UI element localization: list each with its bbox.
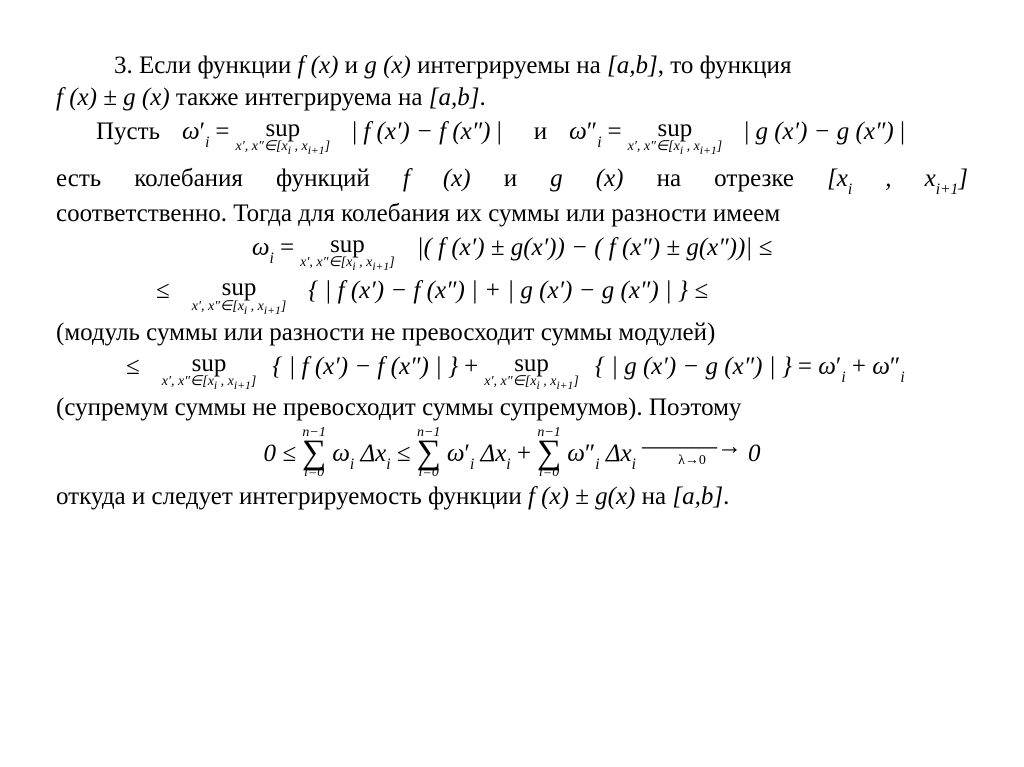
math-f: f (x) (403, 165, 471, 192)
math-fg: f (x) ± g (x) (56, 84, 170, 111)
text: на отрезке (657, 165, 827, 192)
sup-block-2: sup x′, x″∈[xi , xi+1] (628, 116, 723, 157)
text: на (642, 483, 673, 510)
text: (модуль суммы или разности не превосходи… (56, 319, 715, 346)
dot: . (479, 84, 485, 111)
sup-block: sup x′, x″∈[xi , xi+1] (192, 275, 287, 316)
eq-b-body: { | f (x′) − f (x″) | + | g (x′) − g (x″… (308, 275, 708, 305)
text: (супремум суммы не превосходит суммы суп… (56, 394, 741, 421)
abs-expr-1: | f (x′) − f (x″) | (352, 116, 502, 146)
interval-ab: [a,b] (607, 52, 658, 79)
and-word: и (534, 116, 547, 146)
equation-let: Пусть ω′i = sup x′, x″∈[xi , xi+1] | f (… (56, 116, 968, 157)
arrow-limit: ———→ λ→0 (642, 426, 742, 467)
text: и (504, 165, 550, 192)
paragraph-8: откуда и следует интегрируемость функции… (56, 481, 968, 513)
sum-block-2: n−1 ∑ i=0 (417, 426, 441, 479)
omega-i: ωi = (252, 232, 294, 265)
equals: = (608, 116, 622, 146)
equation-a: ωi = sup x′, x″∈[xi , xi+1] |( f (x′) ± … (56, 232, 968, 273)
text: соответственно. Тогда для колебания их с… (56, 200, 780, 227)
sup-word: sup (658, 115, 693, 142)
text: откуда и следует интегрируемость функции (56, 483, 528, 510)
sup-word: sup (265, 115, 300, 142)
plus-sign: + (464, 351, 478, 381)
paragraph-1: 3. Если функции f (x) и g (x) интегрируе… (56, 50, 968, 82)
paragraph-1b: f (x) ± g (x) также интегрируема на [a,b… (56, 82, 968, 114)
le-sign: ≤ (156, 275, 170, 305)
paragraph-6: (модуль суммы или разности не превосходи… (56, 317, 968, 349)
math-fg: f (x) ± g(x) (528, 483, 635, 510)
math-g: g (x) (364, 52, 411, 79)
math-g: g (x) (550, 165, 623, 192)
term-3: ω″i Δxi (567, 426, 636, 471)
interval-xi: [xi , xi+1] (827, 165, 968, 192)
text: интегрируемы на (417, 52, 607, 79)
let-word: Пусть (96, 116, 160, 146)
paragraph-5: соответственно. Тогда для колебания их с… (56, 198, 968, 230)
sum-block-1: n−1 ∑ i=0 (302, 426, 326, 479)
term-2: ω′i Δxi + (447, 426, 531, 471)
sup-under: x′, x″∈[xi , xi+1] (628, 140, 723, 157)
zero-le: 0 ≤ (264, 426, 296, 468)
text: , то функция (658, 52, 792, 79)
paragraph-4: есть колебания функций f (x) и g (x) на … (56, 163, 968, 198)
equation-b: ≤ sup x′, x″∈[xi , xi+1] { | f (x′) − f … (56, 275, 968, 316)
equation-c: ≤ sup x′, x″∈[xi , xi+1] { | f (x′) − f … (56, 351, 968, 392)
omega-prime-i: ω′i (182, 116, 209, 149)
paragraph-7: (супремум суммы не превосходит суммы суп… (56, 392, 968, 424)
sum-block-3: n−1 ∑ i=0 (537, 426, 561, 479)
abs-expr-2: | g (x′) − g (x″) | (744, 116, 905, 146)
eq-c-body2: { | g (x′) − g (x″) | } (595, 351, 792, 381)
eq-a-body: |( f (x′) ± g(x′)) − ( f (x″) ± g(x″))| … (417, 232, 772, 262)
equals: = (215, 116, 229, 146)
sup-block: sup x′, x″∈[xi , xi+1] (300, 232, 395, 273)
text: также интегрируема на (176, 84, 429, 111)
dot: . (723, 483, 729, 510)
eq-c-body1: { | f (x′) − f (x″) | } (272, 351, 458, 381)
equation-d: 0 ≤ n−1 ∑ i=0 ωi Δxi ≤ n−1 ∑ i=0 ω′i Δxi… (56, 426, 968, 479)
interval-ab: [a,b] (672, 483, 723, 510)
sup-under: x′, x″∈[xi , xi+1] (236, 140, 331, 157)
term-1: ωi Δxi ≤ (332, 426, 410, 471)
sup-block: sup x′, x″∈[xi , xi+1] (162, 351, 257, 392)
text: 3. Если функции (114, 52, 297, 79)
zero-end: 0 (748, 426, 761, 468)
sup-block: sup x′, x″∈[xi , xi+1] (484, 351, 579, 392)
math-f: f (x) (297, 52, 338, 79)
interval-ab: [a,b] (429, 84, 480, 111)
sup-block-1: sup x′, x″∈[xi , xi+1] (236, 116, 331, 157)
omega-dprime-i: ω″i (569, 116, 601, 149)
text: есть колебания функций (56, 165, 403, 192)
text: и (345, 52, 365, 79)
eq-c-tail: = ω′i + ω″i (798, 351, 905, 384)
le-sign: ≤ (126, 351, 140, 381)
